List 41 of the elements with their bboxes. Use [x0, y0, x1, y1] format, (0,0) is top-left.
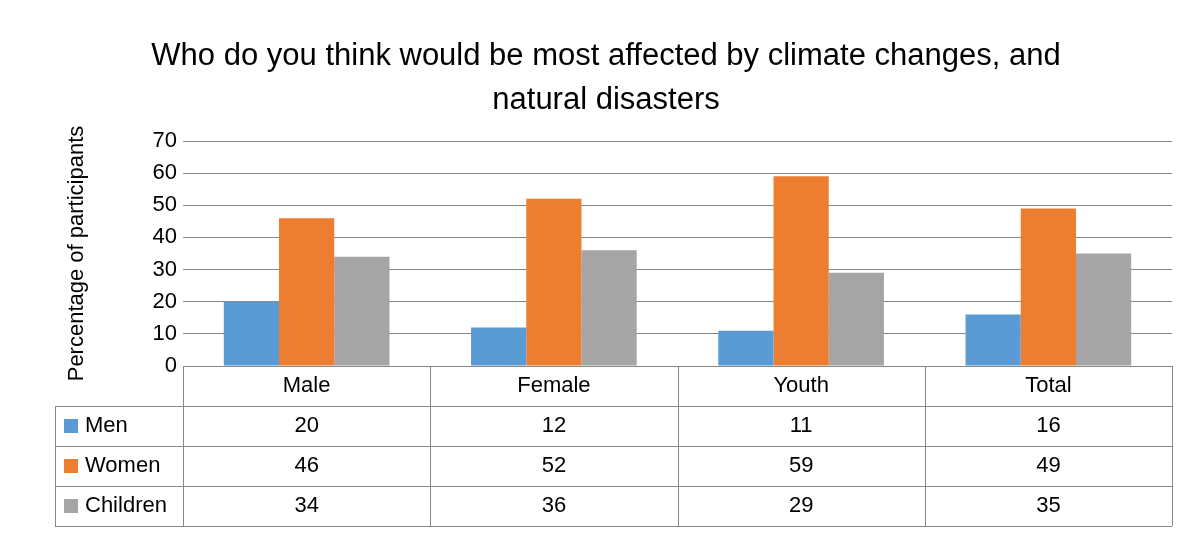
data-label: 49	[1036, 452, 1061, 478]
y-axis-title: Percentage of participants	[63, 125, 89, 382]
bar	[718, 330, 774, 366]
data-label: 59	[788, 452, 814, 478]
data-label: 20	[294, 412, 319, 438]
y-tick-label: 60	[152, 159, 177, 185]
bar	[1020, 208, 1076, 366]
y-tick-label: 10	[152, 319, 177, 345]
x-tick-label: Female	[517, 372, 591, 398]
legend-label: Children	[85, 492, 167, 518]
bar	[526, 198, 582, 366]
legend-label: Women	[85, 452, 161, 478]
y-tick-label: 30	[152, 255, 177, 281]
bar	[828, 272, 884, 366]
data-label: 34	[294, 492, 319, 518]
x-tick-label: Youth	[773, 372, 829, 398]
bar	[279, 218, 335, 366]
bar	[471, 327, 527, 366]
bar	[773, 176, 829, 366]
bar	[581, 250, 637, 366]
x-tick-label: Total	[1025, 372, 1072, 398]
bar	[1075, 253, 1132, 366]
data-label: 46	[294, 452, 319, 478]
data-label: 52	[541, 452, 567, 478]
y-tick-label: 70	[152, 127, 177, 153]
y-tick-label: 50	[152, 191, 177, 217]
bar	[965, 314, 1021, 366]
data-label: 29	[788, 492, 814, 518]
bar	[334, 256, 390, 366]
data-label: 12	[541, 412, 567, 438]
data-label: 11	[789, 412, 813, 438]
chart-title: Who do you think would be most affected by climate changes, and natural disasters	[151, 36, 1061, 116]
bar	[223, 301, 280, 366]
legend-label: Men	[85, 412, 128, 438]
y-tick-label: 0	[164, 352, 177, 378]
data-label: 16	[1036, 412, 1061, 438]
data-label: 36	[541, 492, 567, 518]
data-label: 35	[1036, 492, 1061, 518]
y-tick-label: 40	[152, 223, 177, 249]
y-tick-label: 20	[152, 287, 177, 313]
x-tick-label: Male	[282, 372, 331, 398]
